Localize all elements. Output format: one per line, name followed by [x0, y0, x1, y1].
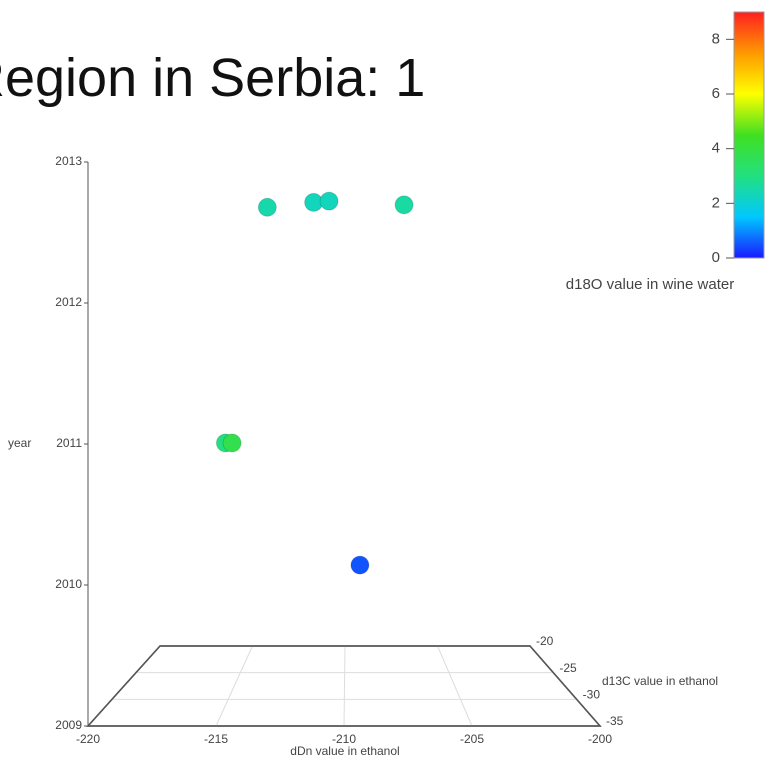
x-tick-label: -210: [332, 732, 356, 746]
y-tick-label: 2009: [55, 718, 82, 732]
colorbar-tick-label: 0: [712, 249, 720, 266]
y-axis-title: year: [8, 436, 31, 450]
colorbar-tick-label: 4: [712, 140, 720, 157]
colorbar-tick-label: 6: [712, 85, 720, 102]
chart-title: Region in Serbia: 1: [0, 48, 425, 108]
y-tick-label: 2011: [56, 436, 82, 450]
y-tick-label: 2013: [55, 154, 82, 168]
z-tick-label: -35: [606, 714, 624, 728]
point: [394, 195, 414, 215]
z-tick-label: -30: [583, 688, 601, 702]
point: [257, 197, 277, 217]
grid-line: [343, 645, 346, 727]
point: [319, 191, 339, 211]
x-axis-title: dDn value in ethanol: [290, 744, 399, 758]
grid-line: [437, 645, 473, 727]
y-tick-label: 2010: [55, 577, 82, 591]
grid-line: [215, 645, 253, 727]
colorbar-title: d18O value in wine water: [566, 276, 734, 293]
z-tick-label: -25: [559, 661, 577, 675]
z-axis-title: d13C value in ethanol: [602, 674, 718, 688]
x-tick-label: -200: [588, 732, 612, 746]
x-tick-label: -215: [204, 732, 228, 746]
axis-floor-outline: [86, 645, 602, 727]
z-tick-label: -20: [536, 634, 554, 648]
point: [222, 433, 242, 453]
y-tick-label: 2012: [55, 295, 82, 309]
x-tick-label: -205: [460, 732, 484, 746]
colorbar: [733, 11, 765, 259]
colorbar-tick-label: 8: [712, 30, 720, 47]
point: [350, 555, 370, 575]
colorbar-tick-label: 2: [712, 194, 720, 211]
x-tick-label: -220: [76, 732, 100, 746]
